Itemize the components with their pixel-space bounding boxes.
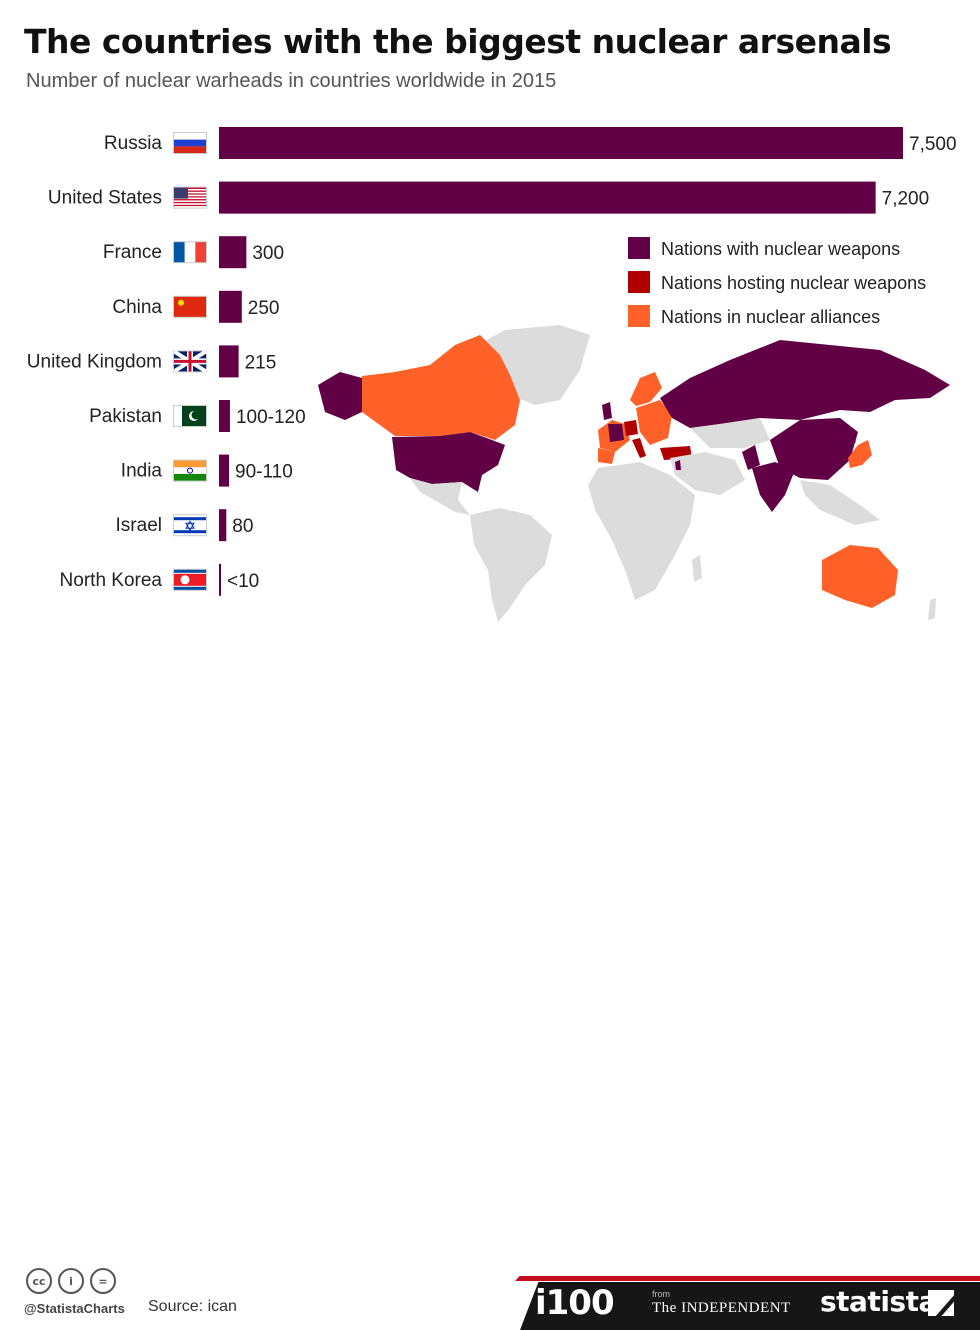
map-china [770,418,858,480]
statista-mark-icon [928,1290,954,1316]
map-india [752,462,795,512]
chart-subtitle: Number of nuclear warheads in countries … [26,70,557,92]
map-iberia [598,448,615,464]
map-madagascar [692,555,702,582]
pakistan-flag-icon [173,405,207,427]
value-label: 7,500 [909,134,957,155]
china-flag-icon [173,295,207,318]
value-label: 80 [232,516,253,537]
category-label: Israel [116,515,162,536]
map-japan [848,440,872,468]
legend-label: Nations hosting nuclear weapons [661,273,926,293]
north-korea-flag-icon [173,568,207,591]
category-label: United Kingdom [27,351,162,372]
bar [219,345,239,378]
value-label: <10 [227,571,259,592]
map-canada [362,335,520,440]
bar [219,290,242,323]
map-southeast-asia [800,480,880,525]
uk-flag-icon [172,349,208,374]
map-russia [660,340,950,428]
independent-logo[interactable]: The INDEPENDENT [652,1300,791,1316]
map-hosting-germany [624,420,638,436]
category-label: France [103,242,162,263]
license-icons: cc i = [26,1268,116,1294]
chart-title: The countries with the biggest nuclear a… [24,22,892,61]
statista-handle: @StatistaCharts [24,1301,125,1316]
footer: cc i = @StatistaCharts Source: ican i100… [0,632,980,1330]
map-north-korea [842,430,856,446]
category-label: India [121,461,163,482]
bar [219,509,227,542]
bar [219,127,903,159]
france-flag-icon [173,241,207,264]
bar [219,181,876,214]
legend: Nations with nuclear weapons Nations host… [628,237,926,327]
footer-accent-line [515,1276,980,1281]
value-label: 250 [248,298,280,319]
bar [219,400,230,432]
map-africa [588,462,695,600]
category-label: North Korea [60,570,163,591]
bar [219,454,230,487]
map-central-asia [690,418,770,448]
category-label: Pakistan [89,406,162,427]
map-hosting-italy [632,438,646,458]
map-south-america [470,508,552,622]
i100-logo[interactable]: i100 [535,1283,615,1323]
value-label: 100-120 [236,407,306,428]
map-middle-east [670,452,745,495]
usa-flag-icon [173,186,207,209]
legend-label: Nations with nuclear weapons [661,239,900,259]
value-label: 215 [245,352,277,373]
category-label: China [112,297,162,318]
map-australia [822,545,898,608]
bar-series: Russia 7,500 United States 7,200 France 300 Ch… [27,127,957,596]
category-label: United States [48,188,162,209]
legend-swatch [628,305,650,327]
map-new-zealand [928,598,936,620]
map-scandinavia [630,372,662,406]
map-uk [602,402,612,420]
map-pakistan [742,445,760,470]
map-france [608,424,624,442]
map-europe-east [636,400,672,445]
map-usa [392,432,505,492]
category-label: Russia [104,133,163,154]
bar [219,236,247,269]
by-icon[interactable]: i [58,1268,84,1294]
map-mexico [410,478,470,515]
world-map [318,325,950,622]
bar [219,563,221,596]
legend-swatch [628,237,650,259]
source-text: Source: ican [148,1298,237,1315]
russia-flag-icon [173,132,207,154]
cc-icon[interactable]: cc [26,1268,52,1294]
map-alaska [318,372,362,420]
legend-swatch [628,271,650,293]
value-label: 300 [252,243,284,264]
map-israel [675,460,681,470]
israel-flag-icon [173,514,207,537]
nd-icon[interactable]: = [90,1268,116,1294]
statista-logo[interactable]: statista [820,1285,937,1318]
from-label: from [652,1289,670,1299]
value-label: 90-110 [235,462,293,483]
chart-canvas: Russia 7,500 United States 7,200 France 300 Ch… [27,127,957,622]
india-flag-icon [173,459,207,482]
legend-label: Nations in nuclear alliances [661,307,880,327]
value-label: 7,200 [882,189,930,210]
